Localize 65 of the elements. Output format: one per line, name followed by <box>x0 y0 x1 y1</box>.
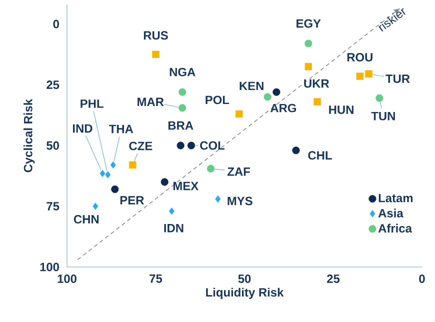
point <box>215 195 221 203</box>
point <box>264 93 272 101</box>
y-axis-title: Cyclical Risk <box>24 98 35 172</box>
point <box>178 88 186 96</box>
point <box>129 161 136 169</box>
data-label: CHL <box>308 151 332 160</box>
x-tick-label: 25 <box>327 274 340 283</box>
y-tick-label: 25 <box>46 80 60 90</box>
data-label: POL <box>206 96 230 104</box>
y-tick-label: 100 <box>40 262 59 272</box>
point <box>111 185 119 194</box>
point <box>304 62 312 70</box>
x-tick-label: 75 <box>150 274 162 283</box>
point <box>152 50 160 58</box>
legend-label: Asia <box>378 208 404 218</box>
point <box>236 110 243 118</box>
point <box>187 142 196 150</box>
legend-label: Latam <box>378 194 413 202</box>
point <box>168 208 174 215</box>
point <box>110 161 116 169</box>
data-label: CHN <box>74 215 99 224</box>
point <box>206 164 215 172</box>
y-tick-label: 0 <box>53 20 59 28</box>
data-label: ROU <box>347 53 372 62</box>
point <box>356 72 364 80</box>
data-label: ARG <box>270 104 296 112</box>
point <box>105 171 111 178</box>
legend-label: Africa <box>378 224 412 233</box>
x-axis-title: Liquidity Risk <box>206 288 284 299</box>
data-label: ZAF <box>228 167 250 176</box>
data-label: HUN <box>329 106 354 114</box>
data-label: IND <box>73 124 92 133</box>
x-tick-label: 0 <box>419 274 425 283</box>
y-tick-label: 75 <box>46 202 60 210</box>
point <box>272 88 280 96</box>
data-label: EGY <box>296 19 321 28</box>
data-label: UKR <box>304 79 330 88</box>
y-tick-label: 50 <box>46 141 59 150</box>
data-label: PER <box>120 196 144 204</box>
data-label: TUR <box>386 74 410 84</box>
data-label: PHL <box>80 100 104 108</box>
point <box>292 146 300 154</box>
data-label: THA <box>109 124 134 134</box>
data-label: RUS <box>144 31 168 40</box>
x-tick-label: 100 <box>58 274 76 283</box>
data-label: BRA <box>168 121 194 130</box>
data-label: KEN <box>240 82 264 90</box>
point <box>365 70 372 78</box>
data-label: COL <box>200 141 225 150</box>
data-label: TUN <box>371 112 395 120</box>
point <box>92 202 98 210</box>
point <box>176 142 184 150</box>
point <box>314 98 321 106</box>
data-label: MEX <box>173 182 198 190</box>
point <box>160 178 168 186</box>
data-label: CZE <box>129 142 152 150</box>
x-tick-label: 50 <box>238 274 251 283</box>
point <box>178 104 186 112</box>
data-label: NGA <box>170 68 196 76</box>
data-label: IDN <box>164 224 184 232</box>
data-label: MAR <box>138 98 164 106</box>
point <box>100 170 106 178</box>
point <box>304 40 312 48</box>
point <box>376 94 384 102</box>
data-label: MYS <box>228 196 252 206</box>
